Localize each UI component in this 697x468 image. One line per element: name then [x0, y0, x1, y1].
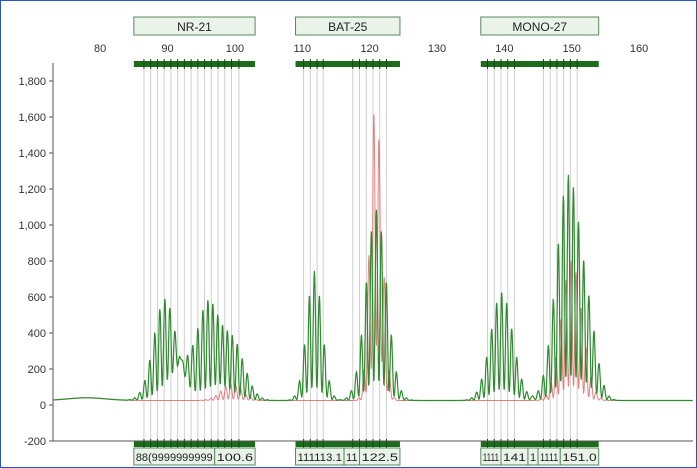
marker-label: BAT-25 — [328, 20, 367, 34]
y-tick-label: 1,000 — [18, 220, 46, 232]
x-axis-ticks: 80 90 100 110 120 130 140 150 160 — [94, 43, 648, 55]
x-tick-label: 90 — [161, 43, 173, 55]
marker-label: MONO-27 — [512, 20, 567, 34]
bottom-bin-ruler: 88(9999999999 100.6 111113.1 11 122.5 1111 141… — [133, 439, 600, 466]
ruler-bar — [133, 61, 256, 67]
bin-label: 1111 — [540, 452, 558, 464]
bin-label: 1 — [530, 452, 536, 464]
ruler-bar — [480, 441, 599, 447]
x-tick-label: 80 — [94, 43, 106, 55]
ruler-bar — [295, 441, 400, 447]
bin-label: 1111 — [483, 452, 499, 464]
bin-label: 151.0 — [562, 452, 596, 464]
bin-label: 11 — [346, 452, 357, 464]
top-bin-ruler — [133, 59, 599, 69]
y-tick-label: 1,600 — [18, 112, 46, 124]
y-axis-ticks: -200 0 200 400 600 800 1,000 1,200 1,400 1,600 1,8… — [18, 76, 53, 448]
ruler-bar — [133, 441, 256, 447]
x-tick-label: 130 — [428, 43, 446, 55]
marker-box — [295, 16, 401, 36]
y-tick-label: 200 — [28, 364, 46, 376]
ruler-bar — [295, 61, 400, 67]
marker-label: NR-21 — [177, 20, 212, 34]
bin-label: 111113.1 — [298, 452, 343, 464]
ruler-bar — [480, 61, 599, 67]
bin-label: 100.6 — [217, 452, 253, 464]
bin-label-box — [359, 447, 401, 466]
trace-group — [53, 114, 693, 402]
y-tick-label: 600 — [28, 292, 46, 304]
x-tick-label: 140 — [495, 43, 513, 55]
y-tick-label: -200 — [24, 436, 46, 448]
marker-box-group: NR-21 BAT-25 MONO-27 — [133, 16, 600, 36]
x-tick-label: 100 — [226, 43, 244, 55]
y-tick-label: 1,200 — [18, 184, 46, 196]
y-tick-label: 0 — [40, 400, 46, 412]
x-tick-label: 110 — [293, 43, 311, 55]
green-trace-line — [53, 174, 693, 402]
x-tick-label: 150 — [563, 43, 581, 55]
marker-box — [480, 16, 600, 36]
bin-label-box — [559, 447, 600, 466]
x-tick-label: 120 — [360, 43, 378, 55]
y-tick-label: 800 — [28, 256, 46, 268]
x-tick-label: 160 — [630, 43, 648, 55]
y-tick-label: 1,800 — [18, 76, 46, 88]
y-tick-label: 400 — [28, 328, 46, 340]
bin-label: 141 — [503, 452, 526, 464]
red-trace-line — [53, 114, 693, 402]
bin-label-box — [214, 447, 256, 466]
marker-box — [133, 16, 256, 36]
bin-label: 122.5 — [362, 452, 398, 464]
bin-line-group — [143, 63, 578, 441]
y-tick-label: 1,400 — [18, 148, 46, 160]
bin-label: 88(9999999999 — [136, 452, 213, 464]
